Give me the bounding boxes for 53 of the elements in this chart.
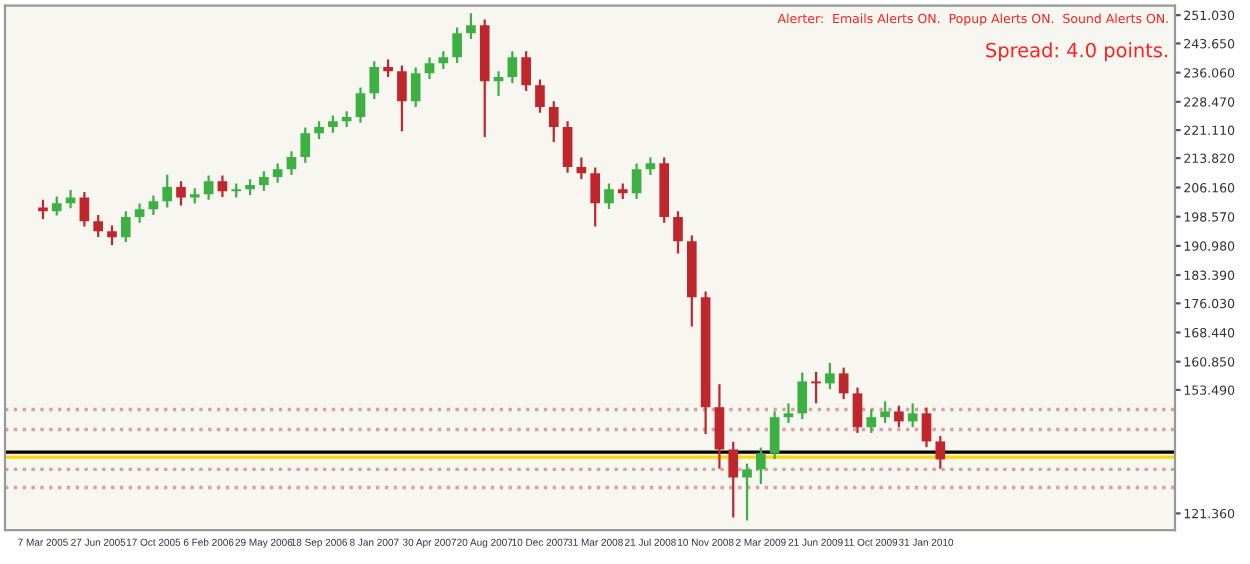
candlestick — [176, 180, 186, 207]
candlestick — [866, 408, 877, 435]
candlestick — [65, 188, 76, 210]
candlestick — [604, 182, 614, 211]
candlestick — [203, 174, 214, 201]
candlestick — [93, 213, 104, 239]
candlestick — [714, 383, 725, 470]
candlestick — [728, 440, 739, 519]
candlestick — [576, 156, 587, 181]
candlestick — [397, 64, 407, 133]
candlestick — [880, 400, 890, 425]
candlestick — [120, 210, 131, 244]
candlestick — [300, 126, 311, 164]
candlestick — [410, 66, 421, 109]
annotation: Spread: 4.0 points. — [986, 42, 1168, 62]
candlestick — [424, 56, 435, 81]
candlestick — [562, 120, 573, 174]
candlestick — [355, 86, 366, 124]
candlestick — [107, 224, 117, 247]
candlestick — [894, 404, 904, 429]
candlestick — [521, 50, 531, 93]
candlestick — [217, 174, 228, 199]
candlestick — [811, 370, 821, 405]
candlestick — [466, 12, 476, 41]
candlestick — [286, 150, 297, 177]
candlestick — [162, 173, 173, 209]
candlestick — [645, 156, 656, 177]
candlestick — [452, 26, 462, 65]
candlestick — [369, 60, 380, 101]
candlestick — [148, 194, 159, 217]
candlestick — [742, 462, 752, 522]
candlestick — [783, 402, 794, 425]
candlestick — [79, 190, 90, 228]
candlestick — [535, 78, 545, 114]
candlestick — [673, 210, 683, 255]
candlestick — [38, 198, 48, 221]
candlestick — [935, 434, 946, 470]
candlestick — [631, 162, 642, 201]
candlestick — [756, 446, 766, 486]
candlestick — [852, 386, 863, 435]
candlestick — [797, 371, 808, 421]
candlestick — [825, 361, 835, 391]
candlestick — [590, 166, 601, 228]
candlestick — [134, 202, 145, 224]
candlestick — [51, 195, 62, 217]
candlestick — [769, 410, 780, 461]
candlestick — [548, 100, 559, 144]
candlestick — [507, 50, 518, 84]
candlestick — [838, 366, 849, 401]
candlestick — [272, 162, 283, 184]
candlestick — [907, 402, 918, 429]
candlestick — [259, 170, 269, 192]
candlestick — [921, 406, 932, 449]
